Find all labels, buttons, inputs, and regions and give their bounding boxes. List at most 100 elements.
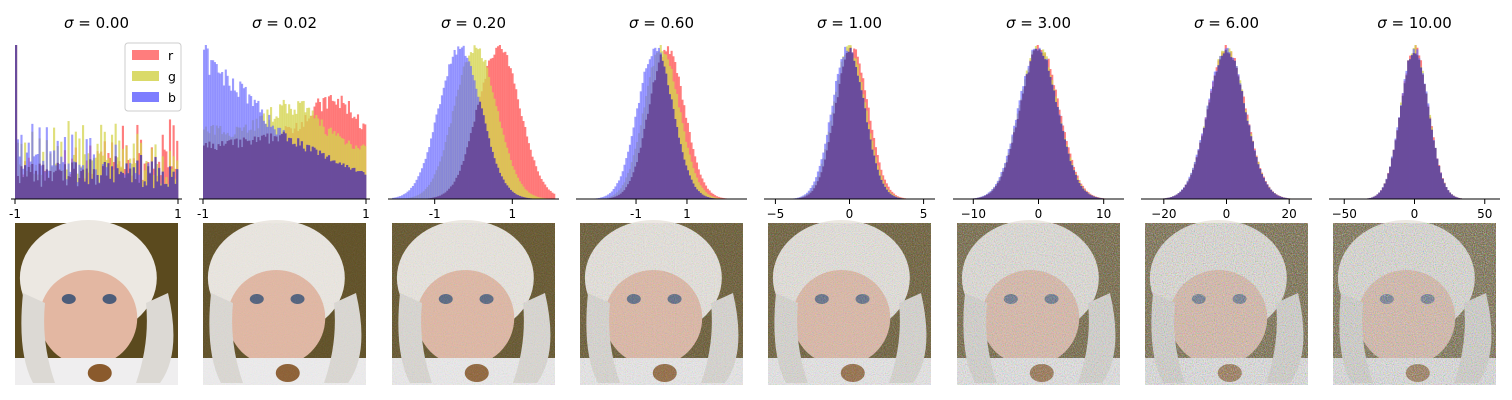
bar-overlap	[657, 62, 660, 199]
bar-g	[500, 128, 503, 199]
bar-overlap	[49, 170, 52, 199]
bar-g	[524, 189, 527, 199]
bar-overlap	[53, 172, 56, 199]
bar-b	[417, 176, 420, 199]
bar-overlap	[882, 183, 885, 199]
bar-overlap	[656, 71, 659, 199]
bar-overlap	[1018, 110, 1021, 199]
image-eye-left	[61, 294, 76, 304]
bar-overlap	[58, 170, 61, 199]
bar-g	[497, 111, 500, 199]
bar-overlap	[107, 163, 110, 199]
bar-overlap	[241, 147, 244, 199]
panel-title: σ = 0.00	[64, 14, 129, 32]
bar-r	[163, 149, 166, 199]
bar-g	[526, 190, 529, 199]
bar-overlap	[489, 146, 492, 199]
bar-b	[212, 60, 215, 199]
bar-overlap	[1445, 187, 1448, 199]
bar-overlap	[616, 195, 619, 199]
panel-title: σ = 6.00	[1194, 14, 1259, 32]
bar-overlap	[670, 99, 673, 199]
bar-overlap	[270, 133, 273, 199]
bar-r	[708, 190, 711, 199]
bar-overlap	[497, 167, 500, 199]
bar-overlap	[1188, 178, 1191, 199]
bar-r	[504, 51, 507, 199]
bar-overlap	[72, 168, 76, 199]
bar-overlap	[203, 145, 206, 199]
bar-overlap	[701, 194, 704, 199]
bar-overlap	[504, 183, 507, 199]
legend-label-g: g	[168, 69, 176, 84]
bar-overlap	[1173, 195, 1177, 199]
bar-overlap	[1443, 183, 1446, 199]
bar-overlap	[439, 195, 442, 199]
bar-overlap	[643, 128, 646, 199]
panel-1: σ = 0.02 -1 1	[197, 14, 370, 221]
bar-overlap	[78, 178, 81, 199]
bar-overlap	[996, 183, 999, 199]
bar-overlap	[695, 189, 699, 199]
bar-overlap	[295, 146, 298, 199]
bar-overlap	[112, 182, 115, 199]
bar-overlap	[1089, 194, 1092, 199]
bar-b	[219, 73, 222, 199]
bar-overlap	[1058, 115, 1061, 199]
bar-b	[36, 154, 39, 199]
bar-g	[506, 147, 509, 199]
bar-b	[455, 54, 458, 199]
bar-overlap	[874, 163, 877, 199]
bar-overlap	[431, 197, 434, 199]
bar-overlap	[246, 141, 249, 199]
bar-overlap	[1036, 50, 1039, 199]
bar-overlap	[1246, 120, 1249, 199]
bar-overlap	[159, 185, 162, 199]
bar-b	[393, 197, 396, 199]
bar-overlap	[1045, 60, 1048, 199]
bar-overlap	[809, 192, 812, 199]
bar-b	[618, 180, 621, 199]
bar-overlap	[1208, 102, 1211, 199]
bar-overlap	[681, 152, 684, 199]
bar-overlap	[989, 192, 992, 199]
bar-overlap	[1213, 75, 1216, 199]
bar-overlap	[311, 146, 314, 199]
image-noise-overlay	[392, 223, 555, 385]
bar-overlap	[69, 176, 72, 199]
bar-overlap	[306, 144, 309, 199]
bar-overlap	[647, 113, 650, 199]
bar-overlap	[273, 136, 276, 199]
bar-overlap	[1454, 196, 1457, 199]
bar-overlap	[1383, 183, 1386, 199]
bar-overlap	[807, 194, 810, 199]
noised-image-4	[768, 220, 931, 385]
bar-b	[217, 72, 220, 199]
bar-b	[206, 48, 209, 199]
bar-overlap	[1376, 194, 1379, 199]
bar-b	[639, 91, 642, 199]
bar-overlap	[811, 190, 814, 199]
bar-overlap	[353, 167, 356, 199]
bar-overlap	[659, 54, 662, 200]
bar-overlap	[1085, 191, 1088, 199]
bar-overlap	[706, 197, 709, 199]
bar-overlap	[1394, 140, 1397, 199]
bar-overlap	[440, 194, 444, 199]
bar-overlap	[82, 169, 85, 199]
bar-b	[446, 76, 449, 199]
bar-overlap	[63, 164, 67, 199]
bar-overlap	[1235, 67, 1238, 199]
bar-r	[518, 108, 521, 199]
bar-overlap	[618, 194, 621, 199]
bar-overlap	[1414, 53, 1417, 199]
bar-overlap	[235, 138, 238, 199]
panel-7: σ = 10.00 −50 0 50	[1329, 14, 1500, 221]
bar-overlap	[43, 180, 47, 199]
bar-overlap	[132, 167, 135, 199]
bar-overlap	[121, 173, 124, 199]
bar-overlap	[880, 179, 883, 199]
bar-g	[130, 163, 134, 199]
bar-overlap	[708, 197, 711, 199]
bar-b	[210, 60, 213, 199]
